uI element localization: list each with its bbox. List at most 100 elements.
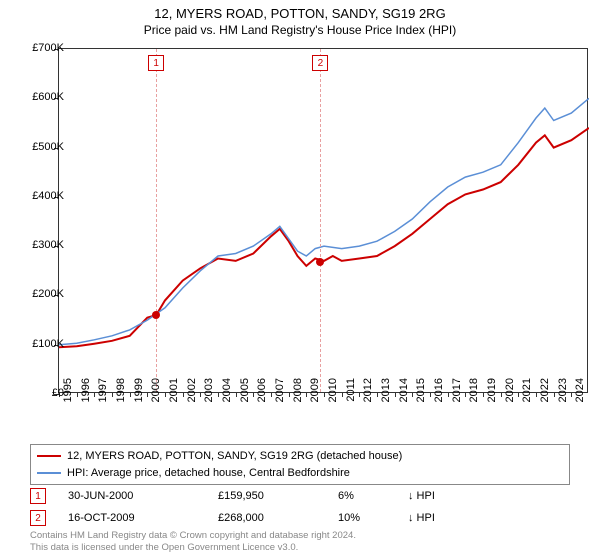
legend-item: HPI: Average price, detached house, Cent… [37,465,563,482]
x-axis-label: 2020 [504,378,516,418]
x-tick [554,392,555,397]
x-tick [165,392,166,397]
series-line [59,128,589,347]
y-axis-label: £300K [9,239,64,251]
x-tick [306,392,307,397]
sale-direction: ↓ HPI [408,490,435,502]
legend: 12, MYERS ROAD, POTTON, SANDY, SG19 2RG … [30,444,570,485]
x-tick [571,392,572,397]
footer-attribution: Contains HM Land Registry data © Crown c… [30,530,356,555]
x-tick [77,392,78,397]
x-axis-label: 2011 [345,378,357,418]
x-axis-label: 2008 [292,378,304,418]
sale-row: 2 16-OCT-2009 £268,000 10% ↓ HPI [30,507,435,529]
sale-marker-line [156,49,157,392]
x-axis-label: 1996 [80,378,92,418]
chart-subtitle: Price paid vs. HM Land Registry's House … [0,21,600,43]
x-tick [324,392,325,397]
sale-pct: 6% [338,490,398,502]
x-axis-label: 2019 [486,378,498,418]
x-axis-label: 2016 [433,378,445,418]
x-tick [501,392,502,397]
y-axis-label: £400K [9,190,64,202]
x-axis-label: 2003 [203,378,215,418]
x-axis-label: 2021 [521,378,533,418]
chart-lines [59,49,589,394]
sales-table: 1 30-JUN-2000 £159,950 6% ↓ HPI 2 16-OCT-2009 £… [30,485,435,529]
x-tick [465,392,466,397]
x-axis-label: 2010 [327,378,339,418]
sale-point-marker [152,311,160,319]
x-tick [448,392,449,397]
x-axis-label: 1998 [115,378,127,418]
y-axis-label: £0 [9,387,64,399]
chart-plot-area: 12 [58,48,588,393]
x-tick [518,392,519,397]
x-tick [218,392,219,397]
x-tick [253,392,254,397]
footer-line-2: This data is licensed under the Open Gov… [30,542,356,554]
legend-swatch [37,455,61,457]
x-tick [359,392,360,397]
x-tick [342,392,343,397]
legend-text: 12, MYERS ROAD, POTTON, SANDY, SG19 2RG … [67,448,402,465]
x-tick [483,392,484,397]
y-axis-label: £100K [9,338,64,350]
sale-date: 30-JUN-2000 [68,490,208,502]
y-axis-label: £600K [9,91,64,103]
x-axis-label: 1999 [133,378,145,418]
x-axis-label: 2000 [150,378,162,418]
x-tick [412,392,413,397]
x-axis-label: 2006 [256,378,268,418]
sale-row: 1 30-JUN-2000 £159,950 6% ↓ HPI [30,485,435,507]
x-axis-label: 2012 [362,378,374,418]
x-tick [147,392,148,397]
x-axis-label: 2018 [468,378,480,418]
x-axis-label: 2015 [415,378,427,418]
x-axis-label: 1997 [97,378,109,418]
sale-date: 16-OCT-2009 [68,512,208,524]
x-tick [94,392,95,397]
x-axis-label: 2017 [451,378,463,418]
sale-marker-label: 1 [148,55,164,71]
chart-title: 12, MYERS ROAD, POTTON, SANDY, SG19 2RG [0,0,600,21]
x-tick [377,392,378,397]
y-axis-label: £700K [9,42,64,54]
series-line [59,98,589,344]
sale-pct: 10% [338,512,398,524]
legend-item: 12, MYERS ROAD, POTTON, SANDY, SG19 2RG … [37,448,563,465]
x-axis-label: 2007 [274,378,286,418]
x-tick [200,392,201,397]
x-axis-label: 2005 [239,378,251,418]
x-tick [236,392,237,397]
sale-marker-label: 2 [312,55,328,71]
sale-price: £159,950 [218,490,328,502]
x-tick [271,392,272,397]
legend-swatch [37,472,61,474]
sale-direction: ↓ HPI [408,512,435,524]
x-axis-label: 2002 [186,378,198,418]
sale-price: £268,000 [218,512,328,524]
x-axis-label: 2014 [398,378,410,418]
x-axis-label: 2022 [539,378,551,418]
x-tick [112,392,113,397]
x-tick [183,392,184,397]
x-tick [395,392,396,397]
x-tick [289,392,290,397]
footer-line-1: Contains HM Land Registry data © Crown c… [30,530,356,542]
y-axis-label: £200K [9,288,64,300]
sale-row-marker: 1 [30,488,46,504]
x-axis-label: 2023 [557,378,569,418]
sale-row-marker: 2 [30,510,46,526]
x-axis-label: 2004 [221,378,233,418]
x-axis-label: 2001 [168,378,180,418]
x-axis-label: 2013 [380,378,392,418]
sale-point-marker [316,258,324,266]
sale-marker-line [320,49,321,392]
x-axis-label: 2009 [309,378,321,418]
x-axis-label: 2024 [574,378,586,418]
x-tick [430,392,431,397]
legend-text: HPI: Average price, detached house, Cent… [67,465,350,482]
x-tick [536,392,537,397]
x-tick [130,392,131,397]
